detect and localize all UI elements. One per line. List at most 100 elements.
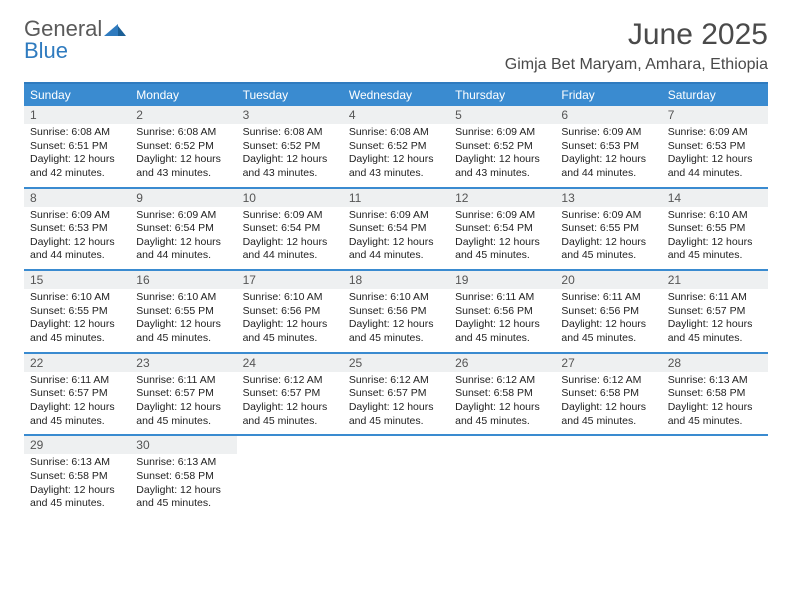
sunrise-line: Sunrise: 6:09 AM [561,209,655,223]
daylight-line: Daylight: 12 hours and 45 minutes. [30,318,124,345]
sunrise-line: Sunrise: 6:12 AM [243,374,337,388]
calendar-day: 27Sunrise: 6:12 AMSunset: 6:58 PMDayligh… [555,354,661,435]
sunrise-line: Sunrise: 6:10 AM [30,291,124,305]
daylight-line: Daylight: 12 hours and 45 minutes. [30,401,124,428]
day-details: Sunrise: 6:13 AMSunset: 6:58 PMDaylight:… [130,454,236,517]
calendar-day: 18Sunrise: 6:10 AMSunset: 6:56 PMDayligh… [343,271,449,352]
day-number: 24 [237,354,343,372]
day-number: 17 [237,271,343,289]
sunset-line: Sunset: 6:55 PM [30,305,124,319]
day-number: 4 [343,106,449,124]
day-number: 27 [555,354,661,372]
calendar-day: 2Sunrise: 6:08 AMSunset: 6:52 PMDaylight… [130,106,236,187]
sunrise-line: Sunrise: 6:11 AM [561,291,655,305]
sunset-line: Sunset: 6:52 PM [349,140,443,154]
daylight-line: Daylight: 12 hours and 45 minutes. [668,236,762,263]
sunrise-line: Sunrise: 6:08 AM [243,126,337,140]
calendar-week: 8Sunrise: 6:09 AMSunset: 6:53 PMDaylight… [24,189,768,272]
calendar-day: 17Sunrise: 6:10 AMSunset: 6:56 PMDayligh… [237,271,343,352]
daylight-line: Daylight: 12 hours and 43 minutes. [455,153,549,180]
sunrise-line: Sunrise: 6:08 AM [30,126,124,140]
daylight-line: Daylight: 12 hours and 44 minutes. [243,236,337,263]
calendar-day: 24Sunrise: 6:12 AMSunset: 6:57 PMDayligh… [237,354,343,435]
daylight-line: Daylight: 12 hours and 45 minutes. [668,401,762,428]
sunrise-line: Sunrise: 6:11 AM [455,291,549,305]
day-details: Sunrise: 6:11 AMSunset: 6:57 PMDaylight:… [662,289,768,352]
daylight-line: Daylight: 12 hours and 45 minutes. [349,401,443,428]
sunset-line: Sunset: 6:52 PM [243,140,337,154]
sunrise-line: Sunrise: 6:10 AM [349,291,443,305]
dow-tuesday: Tuesday [237,84,343,106]
calendar-day [449,436,555,517]
sunset-line: Sunset: 6:57 PM [243,387,337,401]
calendar-day [662,436,768,517]
day-details: Sunrise: 6:12 AMSunset: 6:57 PMDaylight:… [343,372,449,435]
day-details: Sunrise: 6:09 AMSunset: 6:54 PMDaylight:… [237,207,343,270]
day-number: 29 [24,436,130,454]
sunset-line: Sunset: 6:52 PM [136,140,230,154]
daylight-line: Daylight: 12 hours and 45 minutes. [30,484,124,511]
calendar-week: 22Sunrise: 6:11 AMSunset: 6:57 PMDayligh… [24,354,768,437]
calendar-day [343,436,449,517]
day-number: 1 [24,106,130,124]
daylight-line: Daylight: 12 hours and 44 minutes. [349,236,443,263]
day-number: 25 [343,354,449,372]
calendar-day: 23Sunrise: 6:11 AMSunset: 6:57 PMDayligh… [130,354,236,435]
day-details: Sunrise: 6:08 AMSunset: 6:52 PMDaylight:… [237,124,343,187]
sunset-line: Sunset: 6:54 PM [349,222,443,236]
day-details: Sunrise: 6:08 AMSunset: 6:52 PMDaylight:… [130,124,236,187]
calendar-week: 29Sunrise: 6:13 AMSunset: 6:58 PMDayligh… [24,436,768,517]
day-details: Sunrise: 6:10 AMSunset: 6:56 PMDaylight:… [343,289,449,352]
day-details: Sunrise: 6:09 AMSunset: 6:55 PMDaylight:… [555,207,661,270]
sunrise-line: Sunrise: 6:09 AM [243,209,337,223]
calendar-day: 20Sunrise: 6:11 AMSunset: 6:56 PMDayligh… [555,271,661,352]
sunrise-line: Sunrise: 6:08 AM [136,126,230,140]
day-details: Sunrise: 6:11 AMSunset: 6:56 PMDaylight:… [449,289,555,352]
daylight-line: Daylight: 12 hours and 45 minutes. [243,318,337,345]
sunrise-line: Sunrise: 6:11 AM [30,374,124,388]
day-number: 16 [130,271,236,289]
sunrise-line: Sunrise: 6:09 AM [668,126,762,140]
dow-saturday: Saturday [662,84,768,106]
day-number: 13 [555,189,661,207]
calendar-day: 22Sunrise: 6:11 AMSunset: 6:57 PMDayligh… [24,354,130,435]
sunrise-line: Sunrise: 6:13 AM [136,456,230,470]
daylight-line: Daylight: 12 hours and 43 minutes. [136,153,230,180]
sunrise-line: Sunrise: 6:12 AM [455,374,549,388]
daylight-line: Daylight: 12 hours and 45 minutes. [136,484,230,511]
location-line: Gimja Bet Maryam, Amhara, Ethiopia [505,56,768,74]
calendar-day: 30Sunrise: 6:13 AMSunset: 6:58 PMDayligh… [130,436,236,517]
day-details: Sunrise: 6:09 AMSunset: 6:54 PMDaylight:… [130,207,236,270]
day-details: Sunrise: 6:11 AMSunset: 6:57 PMDaylight:… [24,372,130,435]
calendar-day: 19Sunrise: 6:11 AMSunset: 6:56 PMDayligh… [449,271,555,352]
day-details: Sunrise: 6:10 AMSunset: 6:55 PMDaylight:… [130,289,236,352]
sunrise-line: Sunrise: 6:09 AM [455,209,549,223]
day-number: 20 [555,271,661,289]
sunrise-line: Sunrise: 6:13 AM [30,456,124,470]
daylight-line: Daylight: 12 hours and 45 minutes. [561,401,655,428]
day-number: 21 [662,271,768,289]
sunrise-line: Sunrise: 6:10 AM [243,291,337,305]
sunrise-line: Sunrise: 6:11 AM [668,291,762,305]
day-details: Sunrise: 6:09 AMSunset: 6:53 PMDaylight:… [555,124,661,187]
calendar-day: 16Sunrise: 6:10 AMSunset: 6:55 PMDayligh… [130,271,236,352]
day-details: Sunrise: 6:12 AMSunset: 6:58 PMDaylight:… [449,372,555,435]
calendar-day: 15Sunrise: 6:10 AMSunset: 6:55 PMDayligh… [24,271,130,352]
day-details: Sunrise: 6:12 AMSunset: 6:57 PMDaylight:… [237,372,343,435]
day-details: Sunrise: 6:09 AMSunset: 6:52 PMDaylight:… [449,124,555,187]
day-details: Sunrise: 6:10 AMSunset: 6:55 PMDaylight:… [24,289,130,352]
daylight-line: Daylight: 12 hours and 43 minutes. [243,153,337,180]
day-number: 23 [130,354,236,372]
day-number: 7 [662,106,768,124]
sunset-line: Sunset: 6:55 PM [561,222,655,236]
calendar-day: 1Sunrise: 6:08 AMSunset: 6:51 PMDaylight… [24,106,130,187]
daylight-line: Daylight: 12 hours and 44 minutes. [30,236,124,263]
sunset-line: Sunset: 6:52 PM [455,140,549,154]
sunset-line: Sunset: 6:57 PM [668,305,762,319]
day-details: Sunrise: 6:09 AMSunset: 6:53 PMDaylight:… [662,124,768,187]
daylight-line: Daylight: 12 hours and 44 minutes. [668,153,762,180]
sunset-line: Sunset: 6:57 PM [349,387,443,401]
day-number: 14 [662,189,768,207]
brand-logo: General Blue [24,18,126,62]
day-details: Sunrise: 6:08 AMSunset: 6:52 PMDaylight:… [343,124,449,187]
